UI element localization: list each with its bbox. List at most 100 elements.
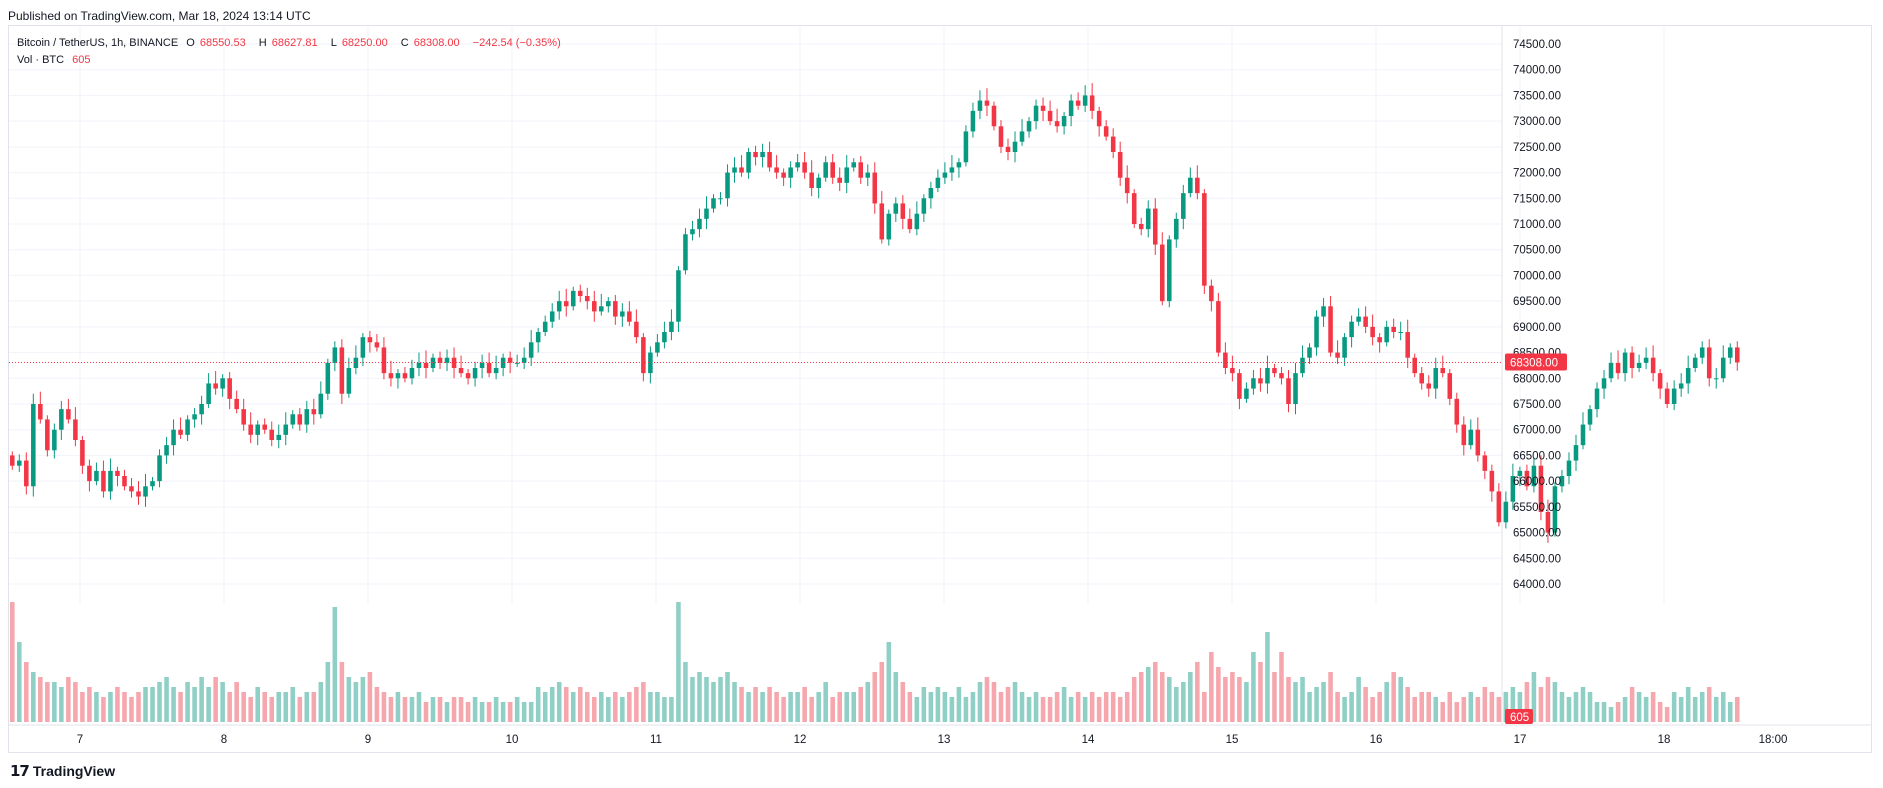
volume-bar: [318, 682, 324, 722]
volume-bar: [1061, 687, 1067, 722]
volume-bar: [157, 682, 162, 722]
candle-body: [52, 429, 57, 451]
candle-body: [234, 398, 239, 410]
candle-body: [1272, 368, 1277, 374]
volume-bar: [1615, 702, 1621, 722]
volume-bar: [620, 697, 625, 722]
volume-bar: [1643, 697, 1649, 722]
volume-bar: [1307, 692, 1312, 722]
volume-bar: [823, 682, 828, 722]
volume-bar: [1552, 682, 1558, 722]
candle-body: [1054, 121, 1060, 127]
volume-bar: [1538, 687, 1544, 722]
volume-label[interactable]: Vol · BTC: [17, 54, 65, 66]
candle-body: [1314, 316, 1319, 348]
volume-value: 605: [72, 54, 91, 66]
candle-body: [1692, 357, 1698, 368]
volume-bar: [1685, 687, 1691, 722]
volume-bar: [956, 687, 962, 722]
candle-body: [620, 311, 625, 317]
volume-bar: [500, 702, 506, 722]
candle-body: [1265, 368, 1270, 384]
volume-bar: [94, 692, 99, 722]
candle-body: [199, 404, 204, 415]
candle-body: [521, 357, 527, 363]
volume-bar: [1657, 702, 1663, 722]
volume-bar: [437, 697, 443, 722]
candle-body: [416, 362, 422, 368]
candle-body: [921, 198, 927, 214]
volume-bar: [718, 677, 723, 722]
volume-bar: [472, 697, 478, 722]
volume-bar: [507, 702, 513, 722]
candle-body: [318, 393, 324, 415]
candle-body: [1089, 95, 1095, 111]
candle-body: [1110, 136, 1116, 152]
volume-bar: [872, 672, 878, 722]
volume-bar: [353, 682, 359, 722]
y-tick-label: 74500.00: [1513, 39, 1561, 51]
volume-bar: [584, 692, 590, 722]
volume-bar: [1124, 692, 1130, 722]
volume-bar: [269, 697, 275, 722]
volume-bar: [1328, 672, 1333, 722]
volume-bar: [59, 687, 64, 722]
candle-body: [802, 162, 807, 173]
tradingview-branding[interactable]: 𝟭𝟳 TradingView: [10, 762, 115, 780]
candle-body: [1300, 357, 1305, 374]
volume-bar: [1517, 692, 1523, 722]
candle-body: [479, 362, 485, 368]
candle-body: [38, 404, 43, 420]
volume-bar: [893, 672, 899, 722]
volume-bar: [80, 692, 85, 722]
candle-body: [1503, 501, 1509, 523]
change-value: −242.54 (−0.35%): [472, 37, 561, 49]
volume-bar: [234, 682, 239, 722]
chart-frame[interactable]: [8, 25, 1872, 753]
volume-bar: [928, 692, 934, 722]
candle-body: [241, 409, 246, 425]
volume-bar: [1489, 692, 1495, 722]
volume-bar: [52, 682, 57, 722]
volume-bar: [332, 607, 338, 722]
volume-bar: [388, 697, 394, 722]
candle-body: [795, 162, 800, 168]
volume-bar: [1566, 697, 1572, 722]
volume-bar: [1138, 672, 1144, 722]
candle-body: [1440, 368, 1446, 374]
candle-body: [774, 167, 779, 173]
volume-bar: [311, 692, 317, 722]
candle-body: [1216, 301, 1221, 353]
volume-bar: [753, 687, 758, 722]
y-tick-label: 71000.00: [1513, 219, 1561, 231]
candle-body: [178, 429, 183, 435]
volume-bar: [381, 692, 387, 722]
volume-bar: [1601, 702, 1607, 722]
volume-bar: [276, 692, 282, 722]
volume-bar: [479, 702, 485, 722]
candle-body: [1552, 486, 1558, 533]
volume-bar: [1251, 652, 1256, 722]
candle-body: [704, 208, 709, 219]
candle-body: [451, 357, 457, 368]
candle-body: [227, 378, 232, 399]
volume-bar: [844, 692, 850, 722]
candle-body: [739, 167, 744, 173]
last-volume-value: 605: [1510, 712, 1529, 724]
volume-bar: [171, 687, 176, 722]
candle-body: [1377, 337, 1382, 343]
x-tick-label: 16: [1370, 734, 1383, 746]
symbol-name[interactable]: Bitcoin / TetherUS, 1h, BINANCE: [17, 37, 179, 49]
candle-body: [648, 352, 653, 374]
volume-bar: [577, 687, 583, 722]
candle-body: [879, 203, 885, 240]
candle-body: [1594, 388, 1600, 410]
volume-bar: [634, 687, 639, 722]
candle-body: [66, 409, 71, 420]
volume-bar: [1068, 697, 1074, 722]
candle-body: [395, 373, 401, 379]
candle-body: [332, 347, 338, 363]
candle-body: [690, 229, 695, 235]
candle-body: [1363, 316, 1368, 327]
